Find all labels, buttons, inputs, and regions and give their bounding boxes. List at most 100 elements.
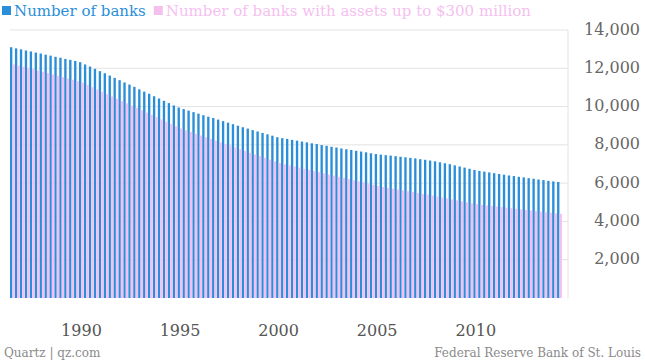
x-tick-label: 2010 [455, 321, 496, 340]
bar [318, 172, 320, 298]
bar [370, 153, 372, 298]
credit: Quartz | qz.com [4, 346, 101, 360]
bar [37, 71, 39, 298]
bar [232, 124, 234, 298]
bar [323, 173, 325, 298]
bar [128, 85, 130, 298]
bar [313, 171, 315, 298]
y-tick-label: 6,000 [594, 173, 640, 192]
bar [328, 175, 330, 298]
bar [515, 209, 517, 298]
bar [293, 166, 295, 298]
bar [491, 206, 493, 298]
bar [212, 118, 214, 298]
bar [306, 142, 308, 298]
bar [183, 109, 185, 298]
y-tick-label: 14,000 [584, 20, 640, 39]
bar [353, 180, 355, 298]
bar [335, 148, 337, 298]
bar [148, 94, 150, 298]
bar [495, 206, 497, 298]
bar [219, 142, 221, 298]
bar [12, 64, 14, 298]
bar [153, 96, 155, 298]
bar [52, 74, 54, 298]
bar [394, 156, 396, 298]
bar [454, 165, 456, 298]
bar [187, 111, 189, 298]
bar [503, 175, 505, 298]
bar [291, 140, 293, 298]
bar [170, 124, 172, 298]
bar [357, 181, 359, 298]
bar [59, 58, 61, 298]
bar [77, 81, 79, 298]
bar [192, 112, 194, 298]
bar [542, 180, 544, 298]
bar [375, 154, 377, 298]
bar [446, 198, 448, 298]
chart: 2,0004,0006,0008,00010,00012,00014,00019… [0, 0, 645, 363]
legend-swatch [154, 6, 163, 15]
bar [217, 120, 219, 298]
bar [17, 66, 19, 298]
bar [481, 205, 483, 298]
bar [261, 133, 263, 298]
bar [530, 211, 532, 298]
bar [94, 69, 96, 298]
bar [296, 141, 298, 298]
bar [513, 176, 515, 298]
bar [116, 99, 118, 298]
bar [380, 155, 382, 298]
bar [486, 205, 488, 298]
series [12, 64, 561, 298]
bar [158, 99, 160, 298]
legend-swatch [2, 6, 11, 15]
bar [259, 156, 261, 298]
bar [40, 54, 42, 298]
bar [557, 182, 559, 298]
bar [540, 212, 542, 298]
bar [84, 64, 86, 298]
bar [202, 115, 204, 298]
bar [390, 156, 392, 298]
bar [350, 150, 352, 298]
bar [229, 146, 231, 298]
bar [111, 96, 113, 298]
x-tick-label: 2005 [357, 321, 398, 340]
bar [89, 67, 91, 298]
y-tick-label: 10,000 [584, 96, 640, 115]
y-tick-label: 12,000 [584, 58, 640, 77]
bar [131, 106, 133, 298]
bar [247, 129, 249, 298]
bar [473, 170, 475, 298]
bar [249, 153, 251, 298]
bar [207, 117, 209, 298]
bar [175, 126, 177, 298]
bar [165, 122, 167, 298]
grid-line [10, 144, 568, 145]
bar [54, 57, 56, 298]
bar [426, 195, 428, 298]
bar [444, 163, 446, 298]
bar [387, 188, 389, 298]
bar [343, 178, 345, 298]
bar [197, 114, 199, 298]
legend-label: Number of banks [14, 2, 146, 20]
bar [244, 151, 246, 298]
bar [412, 192, 414, 298]
bar [367, 184, 369, 298]
bar [155, 117, 157, 298]
bar [451, 199, 453, 298]
bar [49, 56, 51, 298]
bars [10, 47, 562, 298]
bar [79, 62, 81, 298]
bar [404, 157, 406, 298]
bar [311, 143, 313, 298]
bar [316, 144, 318, 298]
bar [190, 132, 192, 298]
bar [72, 80, 74, 298]
bar [136, 108, 138, 298]
bar [276, 137, 278, 298]
bar [185, 130, 187, 298]
